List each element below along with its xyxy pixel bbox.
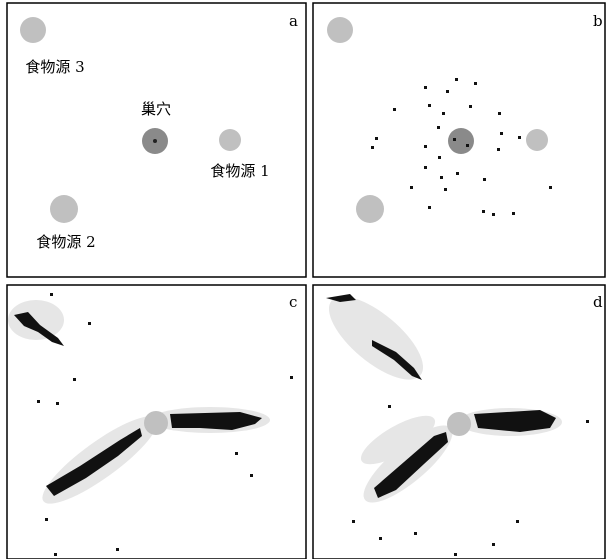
ant bbox=[518, 136, 521, 139]
ant bbox=[414, 532, 417, 535]
ant bbox=[497, 148, 500, 151]
ant bbox=[88, 322, 91, 325]
ant bbox=[424, 86, 427, 89]
ant bbox=[437, 126, 440, 129]
annotation: 食物源 1 bbox=[210, 162, 269, 180]
panel-d: d bbox=[313, 282, 605, 559]
ant bbox=[424, 145, 427, 148]
ant bbox=[549, 186, 552, 189]
ant bbox=[428, 104, 431, 107]
ant bbox=[375, 137, 378, 140]
annotation: 巢穴 bbox=[141, 100, 171, 118]
ant bbox=[454, 553, 457, 556]
ant bbox=[250, 474, 253, 477]
ant bbox=[455, 78, 458, 81]
ant bbox=[516, 520, 519, 523]
ant bbox=[438, 156, 441, 159]
ant bbox=[371, 146, 374, 149]
ant bbox=[500, 132, 503, 135]
food-source bbox=[526, 129, 548, 151]
panel-label: b bbox=[593, 12, 603, 30]
ant bbox=[482, 210, 485, 213]
ant bbox=[393, 108, 396, 111]
food-source bbox=[20, 17, 46, 43]
panel-b: b bbox=[313, 3, 605, 277]
ant bbox=[290, 376, 293, 379]
ant bbox=[466, 144, 469, 147]
food-source bbox=[219, 129, 241, 151]
panel-label: d bbox=[593, 293, 603, 311]
ant bbox=[492, 543, 495, 546]
ant bbox=[469, 105, 472, 108]
panel-c: c bbox=[7, 285, 306, 559]
food-source bbox=[50, 195, 78, 223]
ant bbox=[45, 518, 48, 521]
ant bbox=[444, 188, 447, 191]
ant bbox=[512, 212, 515, 215]
ant bbox=[424, 166, 427, 169]
ant bbox=[116, 548, 119, 551]
ant bbox=[37, 400, 40, 403]
ant bbox=[410, 186, 413, 189]
ant bbox=[54, 553, 57, 556]
ant bbox=[456, 172, 459, 175]
food-source bbox=[356, 195, 384, 223]
ant bbox=[50, 293, 53, 296]
ant bbox=[442, 112, 445, 115]
trail bbox=[474, 410, 556, 432]
nest bbox=[144, 411, 168, 435]
annotation: 食物源 2 bbox=[36, 233, 95, 251]
annotation: 食物源 3 bbox=[25, 58, 84, 76]
ant bbox=[453, 138, 456, 141]
ant bbox=[440, 176, 443, 179]
panel-label: a bbox=[289, 12, 298, 30]
ant bbox=[483, 178, 486, 181]
ant bbox=[56, 402, 59, 405]
figure: a 食物源 3 巢穴 食物源 1 食物源 2 b bbox=[0, 0, 606, 559]
ant bbox=[474, 82, 477, 85]
ant bbox=[73, 378, 76, 381]
food-source bbox=[327, 17, 353, 43]
ant bbox=[352, 520, 355, 523]
panel-a: a 食物源 3 巢穴 食物源 1 食物源 2 bbox=[7, 3, 306, 277]
ant bbox=[446, 90, 449, 93]
nest bbox=[447, 412, 471, 436]
ant bbox=[586, 420, 589, 423]
ant bbox=[388, 405, 391, 408]
ant bbox=[235, 452, 238, 455]
ant bbox=[498, 112, 501, 115]
ant bbox=[492, 213, 495, 216]
nest-center bbox=[153, 139, 157, 143]
pheromone bbox=[8, 300, 64, 340]
ant bbox=[379, 537, 382, 540]
ant bbox=[428, 206, 431, 209]
panel-label: c bbox=[289, 293, 297, 311]
nest bbox=[448, 128, 474, 154]
